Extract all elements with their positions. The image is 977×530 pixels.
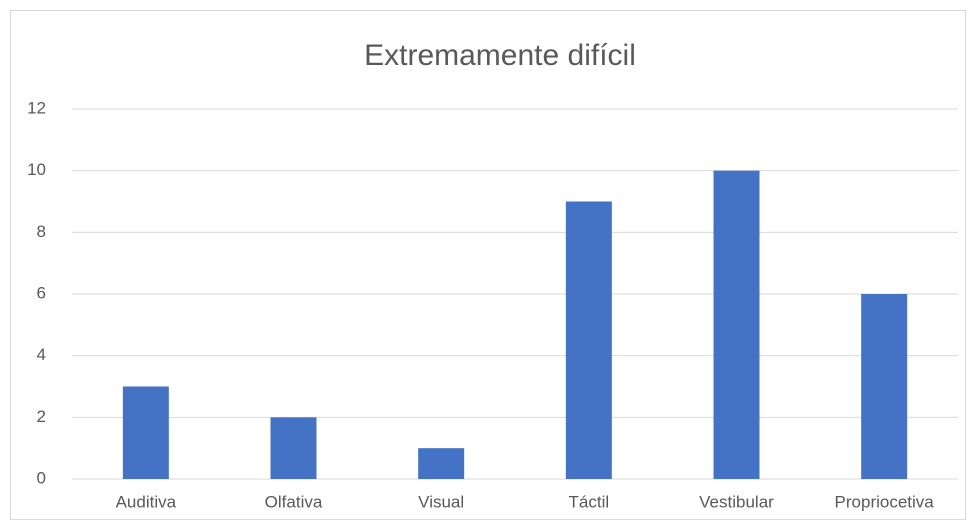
y-tick-label: 6 xyxy=(37,283,46,302)
x-tick-label: Visual xyxy=(418,492,464,511)
y-tick-label: 0 xyxy=(37,468,46,487)
y-tick-label: 12 xyxy=(27,98,46,117)
bar xyxy=(122,386,169,479)
y-tick-label: 4 xyxy=(37,345,46,364)
y-tick-label: 10 xyxy=(27,160,46,179)
y-tick-label: 8 xyxy=(37,222,46,241)
x-tick-label: Auditiva xyxy=(116,492,177,511)
bar xyxy=(565,201,612,479)
bar xyxy=(270,417,317,479)
x-tick-label: Olfativa xyxy=(265,492,323,511)
y-tick-label: 2 xyxy=(37,407,46,426)
chart-border xyxy=(10,10,966,520)
x-tick-label: Vestibular xyxy=(699,492,774,511)
bar xyxy=(861,294,908,479)
chart-title: Extremamente difícil xyxy=(364,39,636,72)
bar xyxy=(418,448,465,479)
x-tick-label: Propriocetiva xyxy=(835,492,935,511)
bar xyxy=(713,170,760,479)
x-tick-label: Táctil xyxy=(569,492,610,511)
